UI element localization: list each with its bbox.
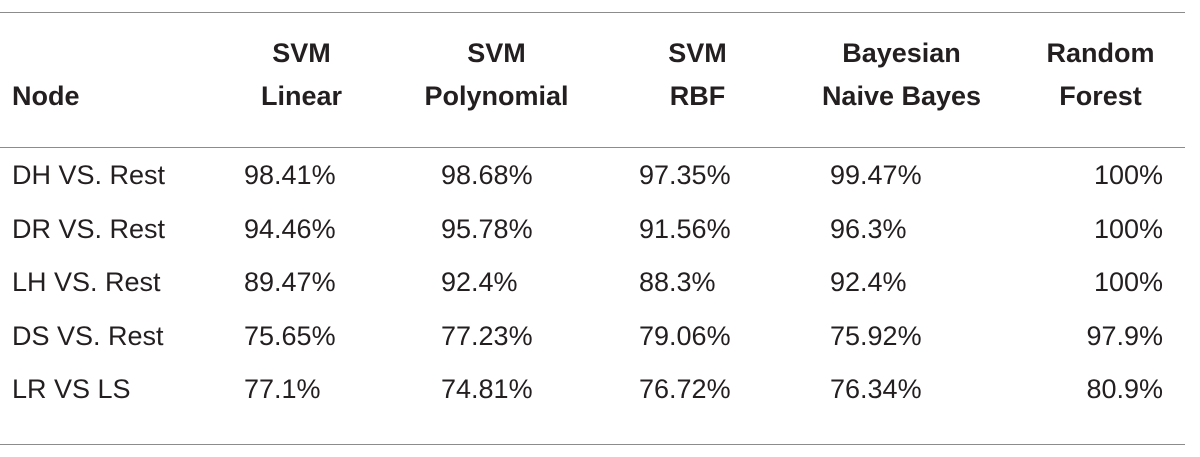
- cell-svm-linear: 94.46%: [244, 213, 336, 244]
- cell-svm-polynomial: 95.78%: [441, 213, 533, 244]
- cell-svm-polynomial: 98.68%: [441, 160, 533, 190]
- cell-svm-rbf: 79.06%: [639, 320, 731, 351]
- cell-svm-linear: 89.47%: [244, 267, 336, 297]
- table-top-rule: [0, 12, 1185, 13]
- cell-svm-rbf: 76.72%: [639, 374, 731, 404]
- header-svm-rbf-line1: SVM: [668, 38, 727, 68]
- cell-naive-bayes: 75.92%: [830, 320, 922, 351]
- cell-node: DH VS. Rest: [12, 160, 166, 190]
- cell-svm-linear: 77.1%: [244, 374, 321, 404]
- table-row: DR VS. Rest 94.46% 95.78% 91.56% 96.3% 1…: [0, 203, 1185, 257]
- cell-node: DR VS. Rest: [12, 213, 166, 244]
- cell-naive-bayes: 99.47%: [830, 160, 922, 190]
- header-svm-polynomial: SVM Polynomial: [385, 0, 608, 135]
- cell-svm-polynomial: 74.81%: [441, 374, 533, 404]
- cell-svm-rbf: 97.35%: [639, 160, 731, 190]
- cell-svm-polynomial: 92.4%: [441, 267, 518, 297]
- header-random-forest: Random Forest: [1016, 0, 1185, 135]
- header-random-forest-line2: Forest: [1059, 81, 1142, 111]
- table-row: LR VS LS 77.1% 74.81% 76.72% 76.34% 80.9…: [0, 363, 1185, 417]
- table-row: DS VS. Rest 75.65% 77.23% 79.06% 75.92% …: [0, 310, 1185, 364]
- cell-random-forest: 80.9%: [1086, 374, 1163, 404]
- header-svm-linear: SVM Linear: [218, 0, 385, 135]
- cell-svm-rbf: 88.3%: [639, 267, 716, 297]
- header-svm-linear-line1: SVM: [272, 38, 331, 68]
- cell-naive-bayes: 92.4%: [830, 267, 907, 297]
- header-naive-bayes-line1: Bayesian: [842, 38, 961, 68]
- table-header-rule: [0, 147, 1185, 148]
- cell-svm-polynomial: 77.23%: [441, 320, 533, 351]
- cell-node: DS VS. Rest: [12, 320, 164, 351]
- header-random-forest-line1: Random: [1046, 38, 1155, 68]
- table-header: Node SVM Linear SVM Polynomial SVM RBF B…: [0, 0, 1185, 135]
- header-svm-polynomial-line2: Polynomial: [424, 81, 569, 111]
- header-node-line2: Node: [12, 81, 80, 111]
- cell-node: LR VS LS: [12, 374, 131, 404]
- table-row: DH VS. Rest 98.41% 98.68% 97.35% 99.47% …: [0, 135, 1185, 203]
- cell-naive-bayes: 76.34%: [830, 374, 922, 404]
- header-svm-rbf-line2: RBF: [669, 81, 726, 111]
- header-svm-linear-line2: Linear: [260, 81, 343, 111]
- cell-random-forest: 100%: [1093, 213, 1163, 244]
- table-bottom-rule: [0, 444, 1185, 445]
- cell-node: LH VS. Rest: [12, 267, 161, 297]
- results-table: Node SVM Linear SVM Polynomial SVM RBF B…: [0, 0, 1185, 417]
- cell-svm-linear: 98.41%: [244, 160, 336, 190]
- cell-random-forest: 100%: [1093, 160, 1163, 190]
- header-svm-polynomial-line1: SVM: [467, 38, 526, 68]
- cell-random-forest: 100%: [1093, 267, 1163, 297]
- cell-random-forest: 97.9%: [1086, 320, 1163, 351]
- header-naive-bayes: Bayesian Naive Bayes: [787, 0, 1016, 135]
- header-naive-bayes-line2: Naive Bayes: [821, 81, 982, 111]
- table-row: LH VS. Rest 89.47% 92.4% 88.3% 92.4% 100…: [0, 256, 1185, 310]
- cell-svm-linear: 75.65%: [244, 320, 336, 351]
- header-svm-rbf: SVM RBF: [608, 0, 787, 135]
- cell-svm-rbf: 91.56%: [639, 213, 731, 244]
- table-body: DH VS. Rest 98.41% 98.68% 97.35% 99.47% …: [0, 135, 1185, 417]
- cell-naive-bayes: 96.3%: [830, 213, 907, 244]
- header-node: Node: [0, 0, 218, 135]
- header-row: Node SVM Linear SVM Polynomial SVM RBF B…: [0, 0, 1185, 135]
